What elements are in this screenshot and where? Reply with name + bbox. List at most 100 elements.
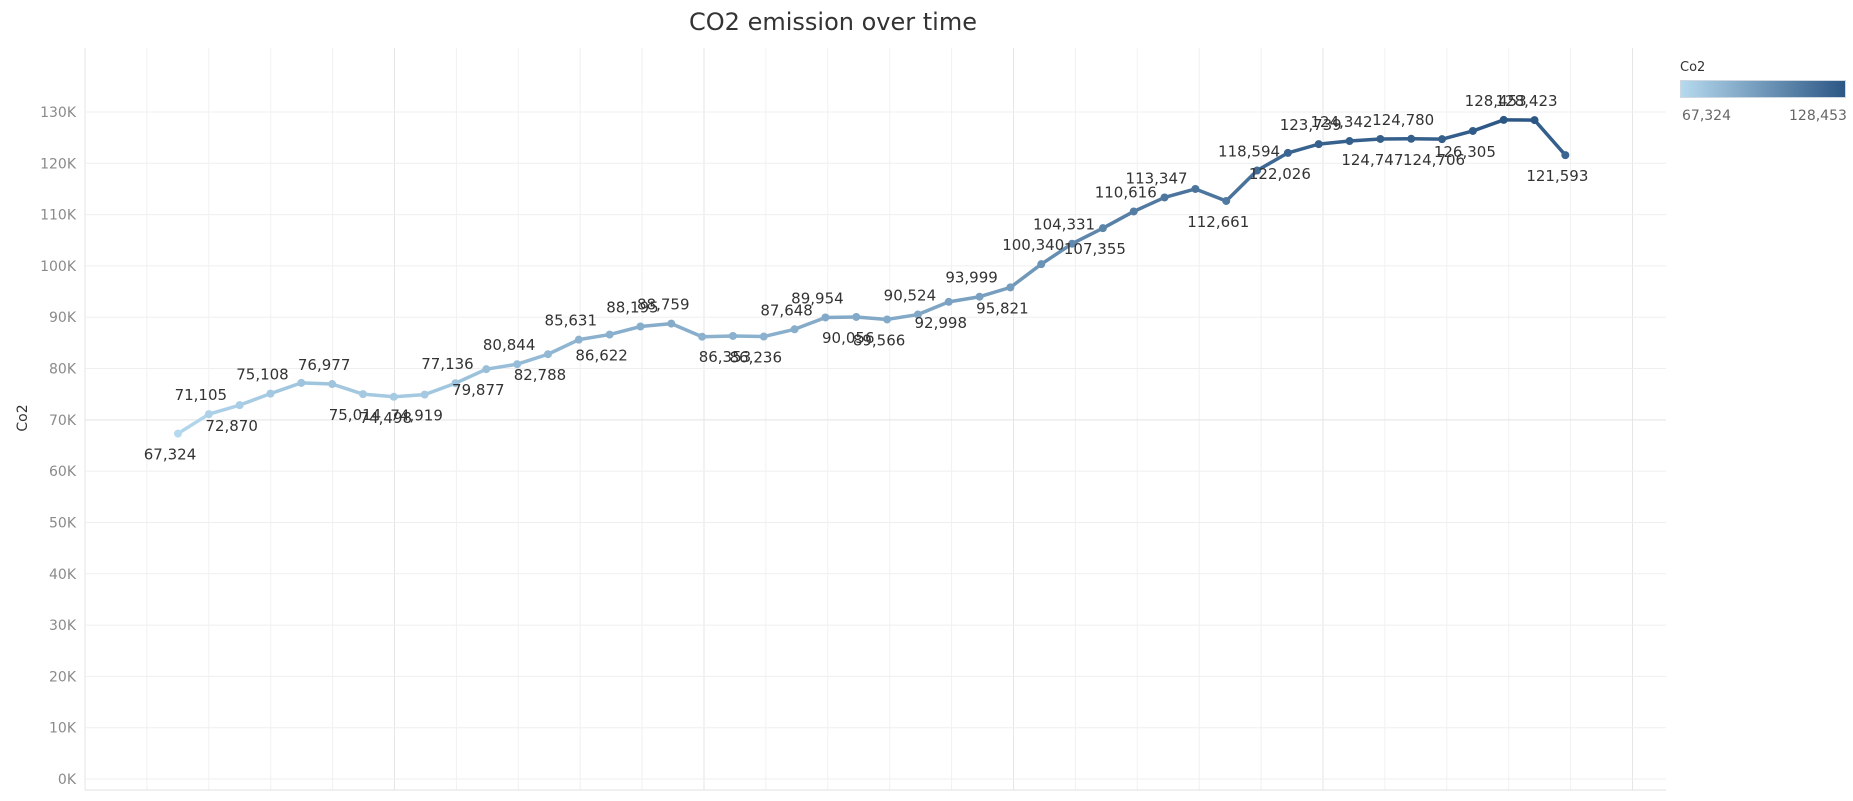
data-label: 92,998 bbox=[915, 314, 968, 332]
data-label: 118,594 bbox=[1218, 143, 1280, 161]
line-segment bbox=[237, 391, 273, 407]
data-label: 80,844 bbox=[483, 336, 536, 354]
data-label: 107,355 bbox=[1064, 240, 1126, 258]
data-point bbox=[1499, 115, 1508, 124]
y-tick-label: 40K bbox=[49, 567, 77, 583]
data-point bbox=[297, 378, 306, 387]
data-point bbox=[1283, 148, 1292, 157]
data-label: 112,661 bbox=[1187, 213, 1249, 231]
line-segment bbox=[484, 362, 519, 371]
data-label: 74,498 bbox=[360, 409, 413, 427]
data-point bbox=[975, 292, 984, 301]
data-label: 75,014 bbox=[329, 406, 382, 424]
data-point bbox=[1314, 140, 1323, 149]
y-tick-label: 90K bbox=[49, 310, 77, 326]
legend-gradient-bar bbox=[1680, 80, 1846, 98]
y-tick-label: 30K bbox=[49, 618, 77, 634]
data-label: 121,593 bbox=[1526, 167, 1588, 185]
line-segment bbox=[392, 392, 427, 399]
data-label: 124,342 bbox=[1311, 113, 1373, 131]
data-label: 123,739 bbox=[1280, 116, 1342, 134]
data-point bbox=[543, 350, 552, 359]
line-segment bbox=[916, 300, 951, 317]
legend-max-label: 128,453 bbox=[1789, 108, 1847, 124]
line-segment bbox=[268, 381, 304, 396]
data-point bbox=[451, 379, 460, 388]
line-segment bbox=[330, 382, 365, 396]
data-label: 79,877 bbox=[452, 381, 505, 399]
line-segment bbox=[700, 334, 735, 339]
y-tick-label: 50K bbox=[49, 515, 77, 531]
data-point bbox=[174, 429, 182, 438]
data-point bbox=[358, 390, 367, 399]
data-label: 76,977 bbox=[298, 356, 351, 374]
data-point bbox=[1160, 193, 1169, 202]
line-segment bbox=[823, 315, 859, 320]
data-label: 89,566 bbox=[853, 331, 906, 349]
line-segment bbox=[1440, 129, 1475, 141]
line-segment bbox=[1070, 226, 1105, 246]
line-segment bbox=[361, 392, 396, 399]
y-axis: 0K 10K 20K 30K 40K 50K 60K 70K 80K 90K 100K 110K 120… bbox=[15, 105, 1666, 791]
data-point bbox=[266, 389, 275, 398]
data-point bbox=[913, 310, 922, 319]
y-tick-label: 70K bbox=[49, 413, 77, 429]
y-tick-label: 10K bbox=[49, 721, 77, 737]
data-label: 89,954 bbox=[791, 289, 844, 307]
line-segment bbox=[176, 412, 211, 436]
data-label: 93,999 bbox=[945, 269, 998, 287]
line-segment bbox=[1224, 168, 1259, 203]
line-segment bbox=[669, 321, 704, 339]
data-point bbox=[389, 392, 398, 401]
data-point bbox=[728, 331, 737, 340]
data-points bbox=[174, 115, 1570, 438]
y-tick-label: 0K bbox=[58, 772, 77, 788]
line-segment bbox=[792, 315, 828, 332]
line-segment bbox=[546, 337, 581, 356]
line-segment bbox=[977, 285, 1013, 299]
data-point bbox=[1345, 137, 1354, 146]
data-point bbox=[636, 322, 645, 331]
data-point bbox=[821, 313, 830, 322]
data-label: 72,870 bbox=[205, 417, 258, 435]
line-segment bbox=[854, 315, 889, 322]
chart-title: CO2 emission over time bbox=[689, 8, 977, 36]
data-point bbox=[513, 360, 522, 369]
data-label: 100,340 bbox=[1002, 236, 1064, 254]
data-point bbox=[667, 319, 676, 328]
y-tick-label: 60K bbox=[49, 464, 77, 480]
line-segment bbox=[577, 332, 612, 342]
data-point bbox=[1068, 239, 1077, 248]
line-segment bbox=[453, 367, 489, 385]
line-segment bbox=[1131, 195, 1167, 214]
data-point bbox=[1468, 126, 1477, 135]
data-point bbox=[1129, 207, 1138, 216]
data-point bbox=[1006, 283, 1015, 292]
data-label: 104,331 bbox=[1033, 216, 1095, 234]
line-chart: 0K 10K 20K 30K 40K 50K 60K 70K 80K 90K 100K 110K 120… bbox=[15, 48, 1666, 791]
data-label: 126,305 bbox=[1434, 143, 1496, 161]
data-point bbox=[759, 332, 768, 341]
line-segment bbox=[731, 334, 766, 339]
legend-min-label: 67,324 bbox=[1682, 108, 1731, 124]
data-point bbox=[605, 330, 614, 339]
data-point bbox=[1376, 134, 1385, 143]
data-point bbox=[328, 380, 337, 389]
data-label: 124,706 bbox=[1403, 151, 1465, 169]
y-tick-label: 20K bbox=[49, 669, 77, 685]
data-label: 124,780 bbox=[1372, 111, 1434, 129]
line-segment bbox=[1008, 262, 1043, 290]
data-point bbox=[1037, 260, 1046, 269]
y-tick-label: 80K bbox=[49, 362, 77, 378]
y-tick-label: 100K bbox=[40, 259, 77, 275]
data-point bbox=[1407, 134, 1416, 143]
grid bbox=[84, 48, 1666, 790]
color-legend: Co2 67,324 128,453 bbox=[1680, 60, 1850, 124]
data-label: 124,747 bbox=[1341, 151, 1403, 169]
y-tick-label: 110K bbox=[40, 208, 77, 224]
data-label: 74,919 bbox=[390, 407, 443, 425]
data-label: 90,524 bbox=[884, 287, 937, 305]
line-segment bbox=[1286, 142, 1321, 155]
line-segment bbox=[1101, 209, 1136, 230]
data-label: 95,821 bbox=[976, 299, 1029, 317]
